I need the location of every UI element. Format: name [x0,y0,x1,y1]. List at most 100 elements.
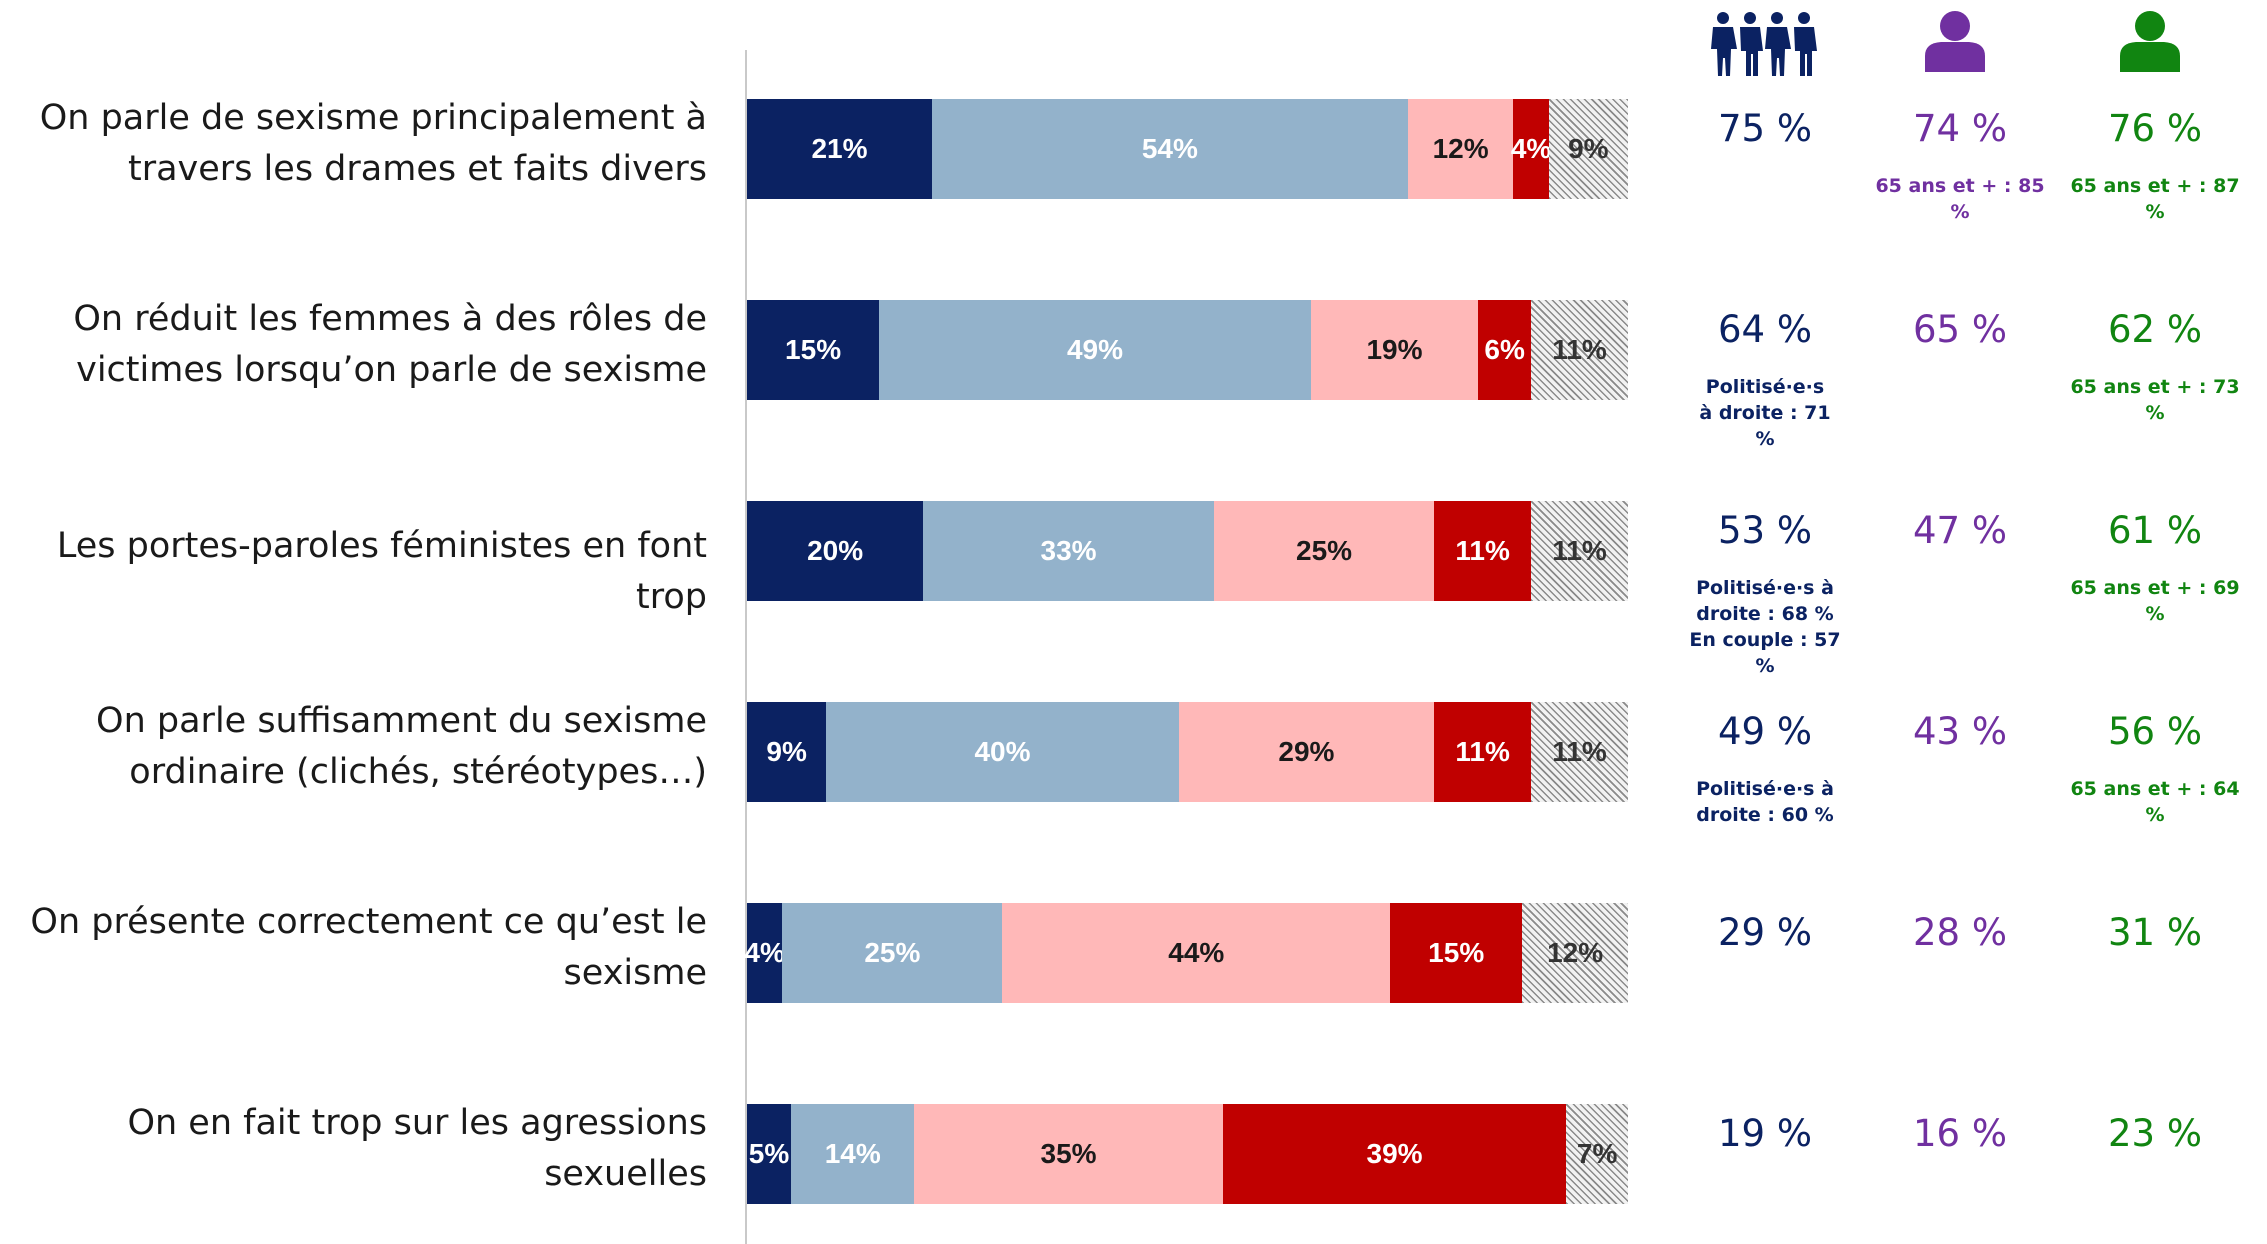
bar-segment: 25% [1213,501,1435,601]
bar-value-label: 40% [974,736,1031,767]
bar-value-label: 49% [1066,334,1123,365]
man-icon [2120,11,2180,72]
bar-segment: 33% [923,501,1214,601]
bar-value-label: 29% [1278,736,1335,767]
bar-segment: 21% [747,99,932,199]
bar-value-label: 20% [807,535,864,566]
bar-segment: 4% [744,903,785,1003]
group-people-icon [1711,12,1817,76]
bar-value-label: 35% [1040,1138,1097,1169]
subgroup-note-line: Politisé·e·s [1705,376,1825,398]
bar-segment: 11% [1531,300,1628,400]
total-value: 49 % [1718,710,1812,753]
category-label-line: Les portes-paroles féministes en font tr… [56,525,707,617]
femmes-value: 47 % [1913,509,2007,552]
category-label-line: On réduit les femmes à des rôles de [73,299,707,339]
bar-value-label: 11% [1552,535,1607,566]
bar-value-label: 15% [1428,937,1485,968]
femmes-value: 74 % [1913,107,2007,150]
stacked-bar: 9% 40% 29% 11% 11% [747,702,1628,802]
category-label-line: travers les drames et faits divers [128,149,707,189]
subgroup-note-line: 65 ans et + : 69 % [2070,577,2240,625]
subgroup-note-line: En couple : 57 [1689,629,1841,651]
bar-value-label: 12% [1547,937,1604,968]
stacked-bar: 4% 25% 44% 15% 12% [744,903,1628,1003]
bar-value-label: 5% [748,1138,790,1169]
bar-value-label: 25% [1296,535,1353,566]
category-label-line: On présente correctement ce qu’est le [30,902,707,942]
stacked-bar: 21% 54% 12% 4% 9% [747,99,1628,199]
bar-segment: 6% [1478,300,1532,400]
bar-segment: 15% [1390,903,1523,1003]
category-label-line: sexisme [563,953,707,993]
bar-segment: 7% [1566,1104,1628,1204]
bar-value-label: 11% [1455,535,1510,566]
subgroup-note-line: % [1755,655,1775,677]
category-label: On en fait trop sur les agressions sexuel… [0,1098,707,1200]
bar-value-label: 4% [744,937,785,968]
hommes-value: 23 % [2108,1112,2202,1155]
bar-segment: 49% [879,300,1311,400]
bar-value-label: 25% [864,937,921,968]
bar-segment: 11% [1434,501,1532,601]
bar-segment: 9% [747,702,827,802]
category-label: On réduit les femmes à des rôles de victi… [0,294,707,396]
subgroup-note-line: Politisé·e·s à [1696,778,1834,800]
bar-value-label: 44% [1168,937,1225,968]
stacked-bar: 20% 33% 25% 11% 11% [747,501,1628,601]
bar-value-label: 11% [1552,736,1607,767]
bar-segment: 5% [747,1104,792,1204]
bar-value-label: 4% [1510,133,1552,164]
subgroup-note-line: Politisé·e·s à [1696,577,1834,599]
bar-segment: 11% [1434,702,1532,802]
bar-value-label: 11% [1552,334,1607,365]
subgroup-note-line: 65 ans et + : 87 % [2070,175,2240,223]
category-label-line: victimes lorsqu’on parle de sexisme [76,350,707,390]
bar-value-label: 21% [811,133,868,164]
category-label: On parle suffisamment du sexisme ordinair… [0,696,707,798]
hommes-value: 31 % [2108,911,2202,954]
category-label: On présente correctement ce qu’est le sex… [0,897,707,999]
femmes-subgroup-note: 65 ans et + : 85 % [1865,173,2055,225]
bar-value-label: 14% [824,1138,881,1169]
woman-icon [1925,11,1985,72]
bar-segment: 12% [1522,903,1628,1003]
category-label: On parle de sexisme principalement à trav… [0,93,707,195]
hommes-subgroup-note: 65 ans et + : 64 % [2060,776,2250,828]
bar-segment: 20% [747,501,924,601]
bar-segment: 9% [1548,99,1628,199]
total-subgroup-note: Politisé·e·s à droite : 60 % [1670,776,1860,828]
total-subgroup-note: Politisé·e·s à droite : 68 % En couple : 5… [1670,575,1860,679]
subgroup-note-line: % [1755,428,1775,450]
category-label-line: On parle de sexisme principalement à [39,98,707,138]
bar-segment: 19% [1310,300,1479,400]
bar-segment: 39% [1222,1104,1567,1204]
bar-value-label: 6% [1484,334,1525,365]
category-label-line: On en fait trop sur les agressions [127,1103,707,1143]
total-value: 29 % [1718,911,1812,954]
subgroup-note-line: droite : 68 % [1696,603,1834,625]
subgroup-note-line: à droite : 71 [1699,402,1831,424]
hommes-value: 56 % [2108,710,2202,753]
hommes-subgroup-note: 65 ans et + : 69 % [2060,575,2250,627]
total-value: 64 % [1718,308,1812,351]
femmes-value: 65 % [1913,308,2007,351]
category-label-line: sexuelles [544,1154,707,1194]
category-axis-line [745,50,747,1244]
hommes-subgroup-note: 65 ans et + : 73 % [2060,374,2250,426]
bar-segment: 54% [932,99,1408,199]
bar-segment: 29% [1178,702,1435,802]
bar-segment: 25% [782,903,1003,1003]
bar-segment: 11% [1531,501,1628,601]
hommes-value: 61 % [2108,509,2202,552]
bar-segment: 44% [1002,903,1391,1003]
bar-value-label: 11% [1455,736,1510,767]
bar-value-label: 9% [1568,133,1609,164]
total-subgroup-note: Politisé·e·s à droite : 71% [1670,374,1860,452]
subgroup-note-line: droite : 60 % [1696,804,1834,826]
stacked-bar: 5% 14% 35% 39% 7% [747,1104,1628,1204]
bar-segment: 12% [1407,99,1514,199]
femmes-value: 43 % [1913,710,2007,753]
femmes-value: 28 % [1913,911,2007,954]
